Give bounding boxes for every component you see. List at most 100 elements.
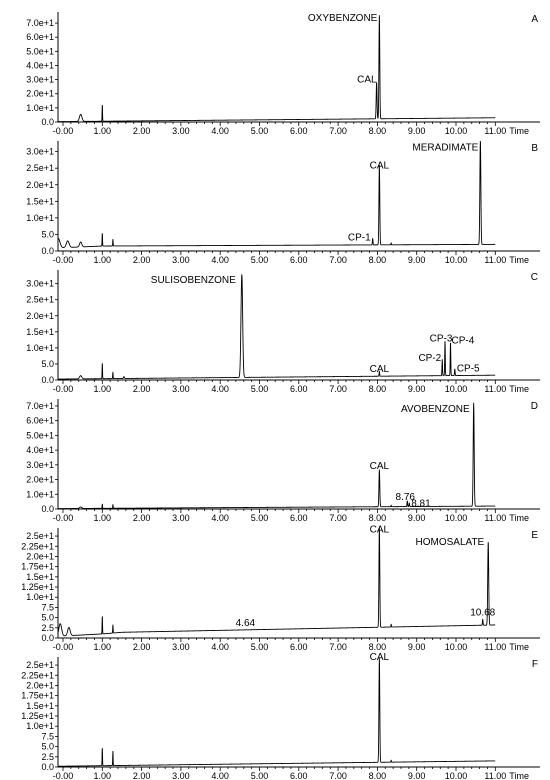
x-tick-label: 3.00 xyxy=(172,255,190,265)
x-tick-label: 6.00 xyxy=(290,513,308,523)
y-tick-label: 2.5e+1 xyxy=(26,660,54,670)
y-tick-label: 1.0e+1 xyxy=(26,489,54,499)
x-tick-label: 6.00 xyxy=(290,255,308,265)
x-tick-label: 7.00 xyxy=(329,255,347,265)
peak-annotation: HOMOSALATE xyxy=(416,537,485,548)
y-tick-label: 2.0e+1 xyxy=(26,311,54,321)
x-tick-label: 3.00 xyxy=(172,642,190,652)
x-tick-label: 7.00 xyxy=(329,771,347,780)
peak-annotation: OXYBENZONE xyxy=(308,13,378,24)
peak-annotation: CAL xyxy=(370,461,390,472)
x-tick-label: 9.00 xyxy=(408,513,426,523)
peak-annotation: CAL xyxy=(357,74,377,85)
x-axis-label: Time xyxy=(509,126,529,136)
x-tick-label: 9.00 xyxy=(408,255,426,265)
x-tick-label: 11.00 xyxy=(484,255,506,265)
x-tick-label: 8.00 xyxy=(369,384,387,394)
x-tick-label: 5.00 xyxy=(251,771,269,780)
peak-annotation: CAL xyxy=(370,524,390,535)
x-tick-label: 2.00 xyxy=(133,384,151,394)
y-tick-label: 2.25e+1 xyxy=(21,541,54,551)
x-axis-label: Time xyxy=(509,255,529,265)
y-tick-label: 1.75e+1 xyxy=(21,562,54,572)
y-tick-label: 4.0e+1 xyxy=(26,60,54,70)
x-tick-label: 7.00 xyxy=(329,642,347,652)
x-axis-label: Time xyxy=(509,384,529,394)
y-tick-label: 7.0e+1 xyxy=(26,401,54,411)
y-tick-label: 1.0e+1 xyxy=(26,592,54,602)
peak-annotation: CP-3 xyxy=(430,334,453,345)
x-tick-label: -0.00 xyxy=(53,384,74,394)
panel-letter: C xyxy=(531,272,538,283)
y-tick-label: 5.0 xyxy=(41,359,54,369)
x-tick-label: -0.00 xyxy=(53,642,74,652)
x-tick-label: 5.00 xyxy=(251,126,269,136)
x-tick-label: 10.00 xyxy=(445,642,468,652)
chromatogram-trace xyxy=(57,15,496,123)
x-tick-label: 4.00 xyxy=(211,126,229,136)
y-tick-label: 2.5e+1 xyxy=(26,163,54,173)
panel-letter: A xyxy=(531,14,538,25)
y-tick-label: 3.0e+1 xyxy=(26,147,54,157)
x-tick-label: 9.00 xyxy=(408,771,426,780)
x-tick-label: 8.00 xyxy=(369,513,387,523)
x-tick-label: 4.00 xyxy=(211,255,229,265)
peak-annotation: CP-5 xyxy=(457,364,480,375)
x-tick-label: 4.00 xyxy=(211,513,229,523)
x-tick-label: 3.00 xyxy=(172,513,190,523)
x-tick-label: 4.00 xyxy=(211,384,229,394)
x-tick-label: 11.00 xyxy=(484,642,506,652)
x-tick-label: 2.00 xyxy=(133,642,151,652)
peak-annotation: CAL xyxy=(370,161,390,172)
y-tick-label: 2.5e+1 xyxy=(26,295,54,305)
y-tick-label: 7.0e+1 xyxy=(26,18,54,28)
y-tick-label: 0.0 xyxy=(41,375,54,385)
x-tick-label: 1.00 xyxy=(94,642,112,652)
y-tick-label: 1.0e+1 xyxy=(26,721,54,731)
y-tick-label: 0.0 xyxy=(41,762,54,772)
y-tick-label: 1.5e+1 xyxy=(26,701,54,711)
peak-annotation: MERADIMATE xyxy=(412,143,478,154)
y-tick-label: 3.0e+1 xyxy=(26,460,54,470)
y-tick-label: 2.25e+1 xyxy=(21,670,54,680)
x-tick-label: 8.00 xyxy=(369,771,387,780)
x-tick-label: 10.00 xyxy=(445,126,468,136)
x-tick-label: 2.00 xyxy=(133,126,151,136)
panel-letter: F xyxy=(532,659,538,670)
panel-letter: B xyxy=(531,143,538,154)
y-tick-label: 0.0 xyxy=(41,633,54,643)
x-tick-label: 7.00 xyxy=(329,126,347,136)
chromatogram-trace xyxy=(57,402,496,510)
y-tick-label: 7.5 xyxy=(41,602,54,612)
y-tick-label: 1.0e+1 xyxy=(26,343,54,353)
x-tick-label: 7.00 xyxy=(329,513,347,523)
x-tick-label: 3.00 xyxy=(172,771,190,780)
x-tick-label: 5.00 xyxy=(251,642,269,652)
y-tick-label: 2.0e+1 xyxy=(26,680,54,690)
peak-annotation: CP-4 xyxy=(451,335,474,346)
y-tick-label: 2.5e+1 xyxy=(26,531,54,541)
chromatogram-trace xyxy=(57,274,496,380)
y-tick-label: 1.75e+1 xyxy=(21,691,54,701)
x-tick-label: 2.00 xyxy=(133,513,151,523)
x-tick-label: 6.00 xyxy=(290,384,308,394)
x-tick-label: 1.00 xyxy=(94,255,112,265)
y-tick-label: 0.0 xyxy=(41,117,54,127)
y-tick-label: 5.0 xyxy=(41,742,54,752)
y-tick-label: 1.5e+1 xyxy=(26,327,54,337)
y-tick-label: 5.0 xyxy=(41,229,54,239)
y-tick-label: 2.0e+1 xyxy=(26,89,54,99)
y-tick-label: 1.5e+1 xyxy=(26,196,54,206)
panel-letter: E xyxy=(531,530,538,541)
x-axis-label: Time xyxy=(509,642,529,652)
y-tick-label: 5.0e+1 xyxy=(26,430,54,440)
x-tick-label: -0.00 xyxy=(53,513,74,523)
panel-b: 0.0 5.0 1.0e+1 1.5e+1 2.0e+1 2.5e+1 3.0e+1 -0.0… xyxy=(26,141,540,265)
x-tick-label: 10.00 xyxy=(445,255,468,265)
y-tick-label: 1.25e+1 xyxy=(21,582,54,592)
y-tick-label: 1.5e+1 xyxy=(26,572,54,582)
x-tick-label: 9.00 xyxy=(408,126,426,136)
y-tick-label: 1.0e+1 xyxy=(26,213,54,223)
x-tick-label: 1.00 xyxy=(94,126,112,136)
